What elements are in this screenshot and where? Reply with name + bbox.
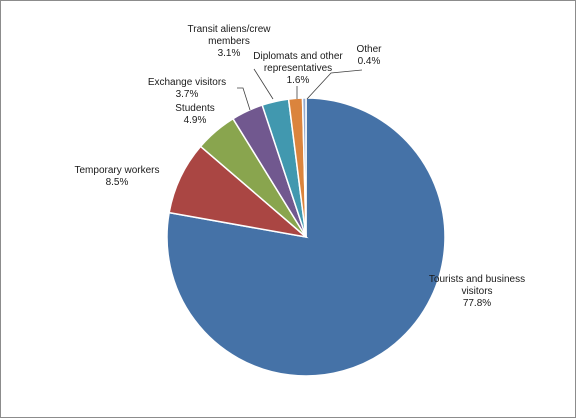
slice-label: Other 0.4% xyxy=(356,44,382,67)
slice-name: Students xyxy=(175,103,214,114)
leader-line xyxy=(253,68,274,100)
slice-percent: 3.1% xyxy=(218,48,241,59)
slice-name: Tourists and business xyxy=(429,274,525,285)
slice-name: Diplomats and other xyxy=(253,51,343,62)
slice-percent: 77.8% xyxy=(463,298,491,309)
slice-label: Tourists and business visitors 77.8% xyxy=(429,274,525,309)
slice-label: Transit aliens/crew members 3.1% xyxy=(188,24,272,59)
slice-label: Temporary workers 8.5% xyxy=(74,165,159,188)
slice-name: Temporary workers xyxy=(74,165,159,176)
slice-name: representatives xyxy=(264,63,332,74)
slice-name: Other xyxy=(356,44,382,55)
slice-name: members xyxy=(208,36,250,47)
leader-line xyxy=(237,87,251,111)
slice-name: Transit aliens/crew xyxy=(188,24,272,35)
slice-name: Exchange visitors xyxy=(148,77,226,88)
slice-label: Students 4.9% xyxy=(175,103,214,126)
slice-label: Exchange visitors 3.7% xyxy=(148,77,226,100)
leader-line xyxy=(306,69,363,100)
slice-label: Diplomats and other representatives 1.6% xyxy=(253,51,343,86)
slice-percent: 1.6% xyxy=(287,75,310,86)
pie-slice xyxy=(301,97,307,238)
slice-percent: 0.4% xyxy=(358,56,381,67)
slice-percent: 4.9% xyxy=(184,115,207,126)
slice-percent: 3.7% xyxy=(176,89,199,100)
slice-name: visitors xyxy=(461,286,492,297)
slice-percent: 8.5% xyxy=(106,177,129,188)
